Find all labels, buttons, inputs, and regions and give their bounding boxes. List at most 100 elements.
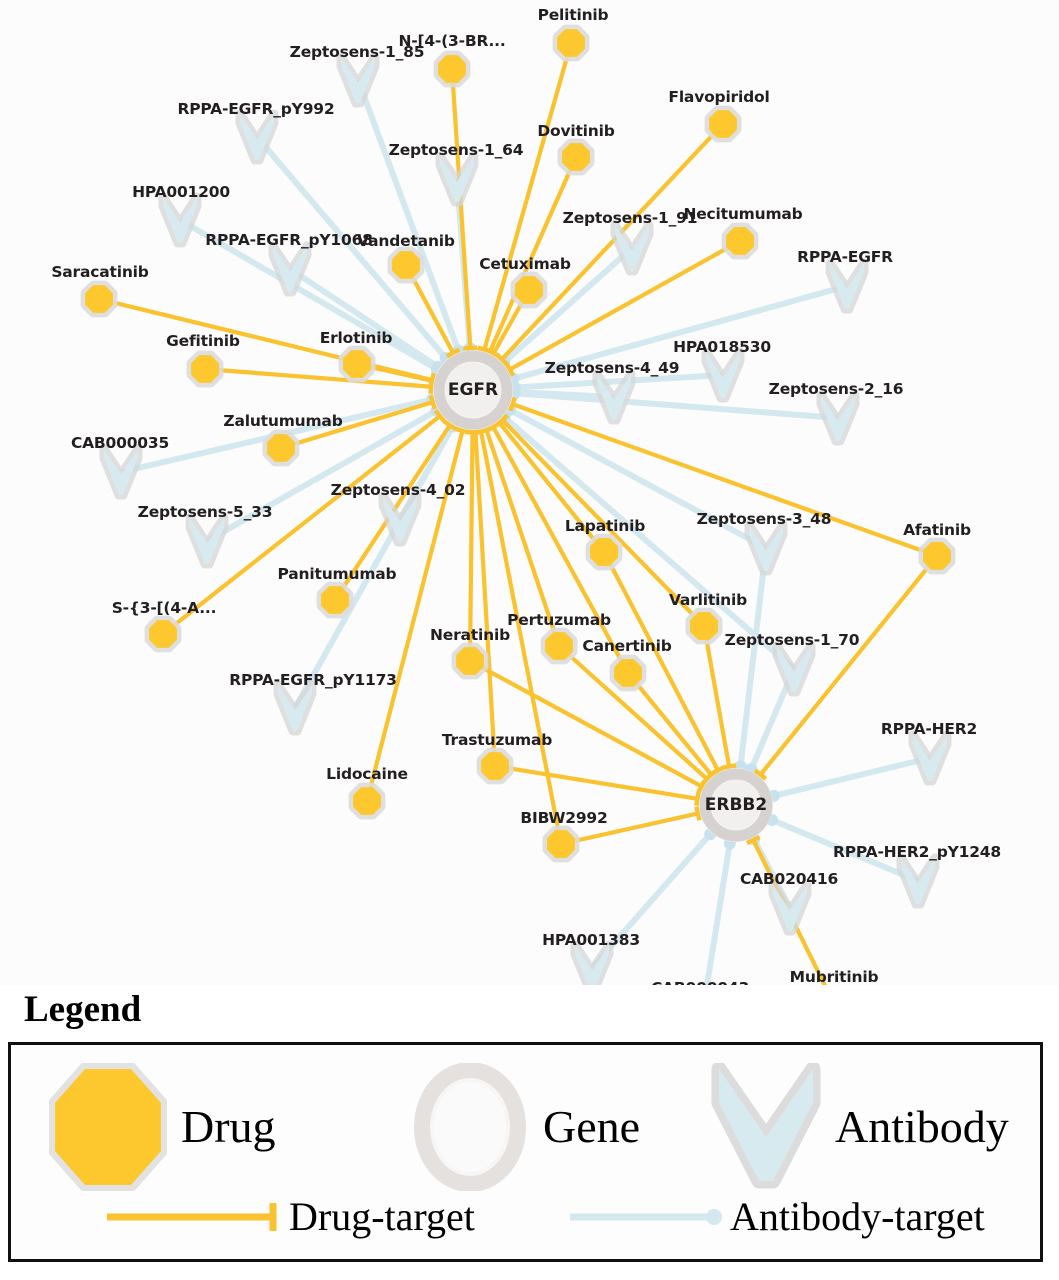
drug-node[interactable] bbox=[510, 271, 548, 309]
edge bbox=[355, 78, 462, 352]
edge bbox=[205, 408, 438, 544]
drug-node[interactable] bbox=[557, 138, 595, 176]
antibody-node[interactable] bbox=[158, 192, 202, 248]
drug-target-terminator bbox=[486, 347, 501, 359]
antibody-node[interactable] bbox=[701, 347, 745, 403]
edge bbox=[478, 430, 564, 845]
legend-antibody-target-edge: Antibody-target bbox=[566, 1197, 985, 1237]
edge bbox=[467, 431, 475, 662]
gene-node[interactable] bbox=[433, 350, 513, 430]
gene-icon bbox=[414, 1063, 526, 1191]
edge bbox=[602, 551, 720, 772]
edge bbox=[508, 239, 742, 372]
drug-target-terminator bbox=[455, 426, 470, 435]
drug-node[interactable] bbox=[338, 345, 376, 383]
drug-node[interactable] bbox=[704, 105, 742, 143]
antibody-node[interactable] bbox=[185, 513, 229, 569]
antibody-node[interactable] bbox=[825, 258, 869, 314]
drug-target-terminator bbox=[696, 779, 708, 794]
drug-target-terminator bbox=[704, 768, 719, 781]
legend-gene: Gene bbox=[411, 1063, 640, 1191]
antibody-node[interactable] bbox=[336, 52, 380, 108]
edge-layer bbox=[98, 42, 939, 985]
edge bbox=[280, 400, 434, 451]
drug-target-terminator bbox=[753, 768, 768, 781]
drug-node[interactable] bbox=[262, 429, 300, 467]
antibody-node[interactable] bbox=[908, 730, 952, 786]
edge bbox=[737, 547, 769, 767]
drug-target-terminator bbox=[485, 421, 501, 433]
gene-node-label: ERBB2 bbox=[704, 795, 768, 815]
antibody-node[interactable] bbox=[744, 520, 788, 576]
drug-node[interactable] bbox=[451, 642, 489, 680]
drug-node[interactable] bbox=[542, 825, 580, 863]
network-canvas[interactable]: N-[4-(3-BR... Pelitinib Flavopiridol Doviti… bbox=[0, 0, 1059, 997]
drug-node[interactable] bbox=[918, 537, 956, 575]
drug-node[interactable] bbox=[552, 24, 590, 62]
edge bbox=[500, 122, 725, 361]
edge bbox=[511, 402, 938, 558]
antibody-node[interactable] bbox=[273, 680, 317, 736]
antibody-node[interactable] bbox=[570, 940, 614, 985]
drug-node[interactable] bbox=[585, 533, 623, 571]
antibody-node[interactable] bbox=[592, 369, 636, 425]
antibody-node[interactable] bbox=[816, 390, 860, 446]
node-layer[interactable] bbox=[0, 0, 1059, 985]
edge bbox=[626, 671, 713, 777]
antibody-node[interactable] bbox=[235, 109, 279, 165]
antibody-icon bbox=[711, 1063, 821, 1189]
edge bbox=[500, 418, 706, 628]
edge bbox=[254, 135, 449, 361]
drug-node[interactable] bbox=[348, 782, 386, 820]
drug-node[interactable] bbox=[476, 747, 514, 785]
drug-node[interactable] bbox=[387, 246, 425, 284]
antibody-node[interactable] bbox=[896, 853, 940, 909]
legend-drug: Drug bbox=[49, 1063, 276, 1191]
gene-node[interactable] bbox=[699, 768, 773, 842]
antibody-node[interactable] bbox=[268, 241, 312, 297]
edge bbox=[161, 414, 442, 636]
antibody-node[interactable] bbox=[768, 880, 812, 936]
drug-node[interactable] bbox=[144, 615, 182, 653]
drug-node[interactable] bbox=[721, 222, 759, 260]
drug-target-line-icon bbox=[107, 1203, 277, 1231]
drug-node[interactable] bbox=[433, 50, 471, 88]
edge bbox=[494, 763, 698, 801]
edge bbox=[473, 431, 498, 767]
edge bbox=[703, 843, 733, 985]
drug-node[interactable] bbox=[80, 280, 118, 318]
drug-target-terminator bbox=[428, 373, 436, 389]
drug-node[interactable] bbox=[685, 607, 723, 645]
drug-node[interactable] bbox=[186, 350, 224, 388]
antibody-target-line-icon bbox=[570, 1209, 722, 1225]
drug-node[interactable] bbox=[609, 654, 647, 692]
legend-box: Drug Gene Antibody bbox=[8, 1042, 1043, 1262]
antibody-node[interactable] bbox=[435, 151, 479, 207]
edge bbox=[469, 659, 703, 789]
edge bbox=[484, 429, 561, 647]
edge bbox=[560, 811, 699, 847]
edge bbox=[701, 625, 732, 767]
antibody-node[interactable] bbox=[772, 641, 816, 697]
edge bbox=[512, 283, 848, 382]
edge bbox=[502, 415, 796, 672]
edge bbox=[364, 430, 465, 802]
legend-antibody-target-label: Antibody-target bbox=[730, 1194, 985, 1239]
edge bbox=[502, 245, 634, 365]
drug-target-terminator bbox=[694, 791, 701, 807]
drug-target-terminator bbox=[473, 427, 489, 435]
antibody-node[interactable] bbox=[99, 444, 143, 500]
drug-target-terminator bbox=[508, 396, 518, 412]
drug-target-terminator bbox=[721, 763, 737, 771]
drug-node[interactable] bbox=[540, 627, 578, 665]
legend-antibody-label: Antibody bbox=[835, 1101, 1009, 1152]
legend-title: Legend bbox=[24, 989, 142, 1030]
edge bbox=[514, 390, 839, 421]
edge bbox=[204, 366, 432, 389]
antibody-node[interactable] bbox=[378, 491, 422, 547]
drug-node[interactable] bbox=[316, 581, 354, 619]
antibody-node[interactable] bbox=[610, 220, 654, 276]
edge bbox=[508, 407, 768, 551]
edge bbox=[491, 425, 630, 675]
edge bbox=[178, 217, 439, 372]
